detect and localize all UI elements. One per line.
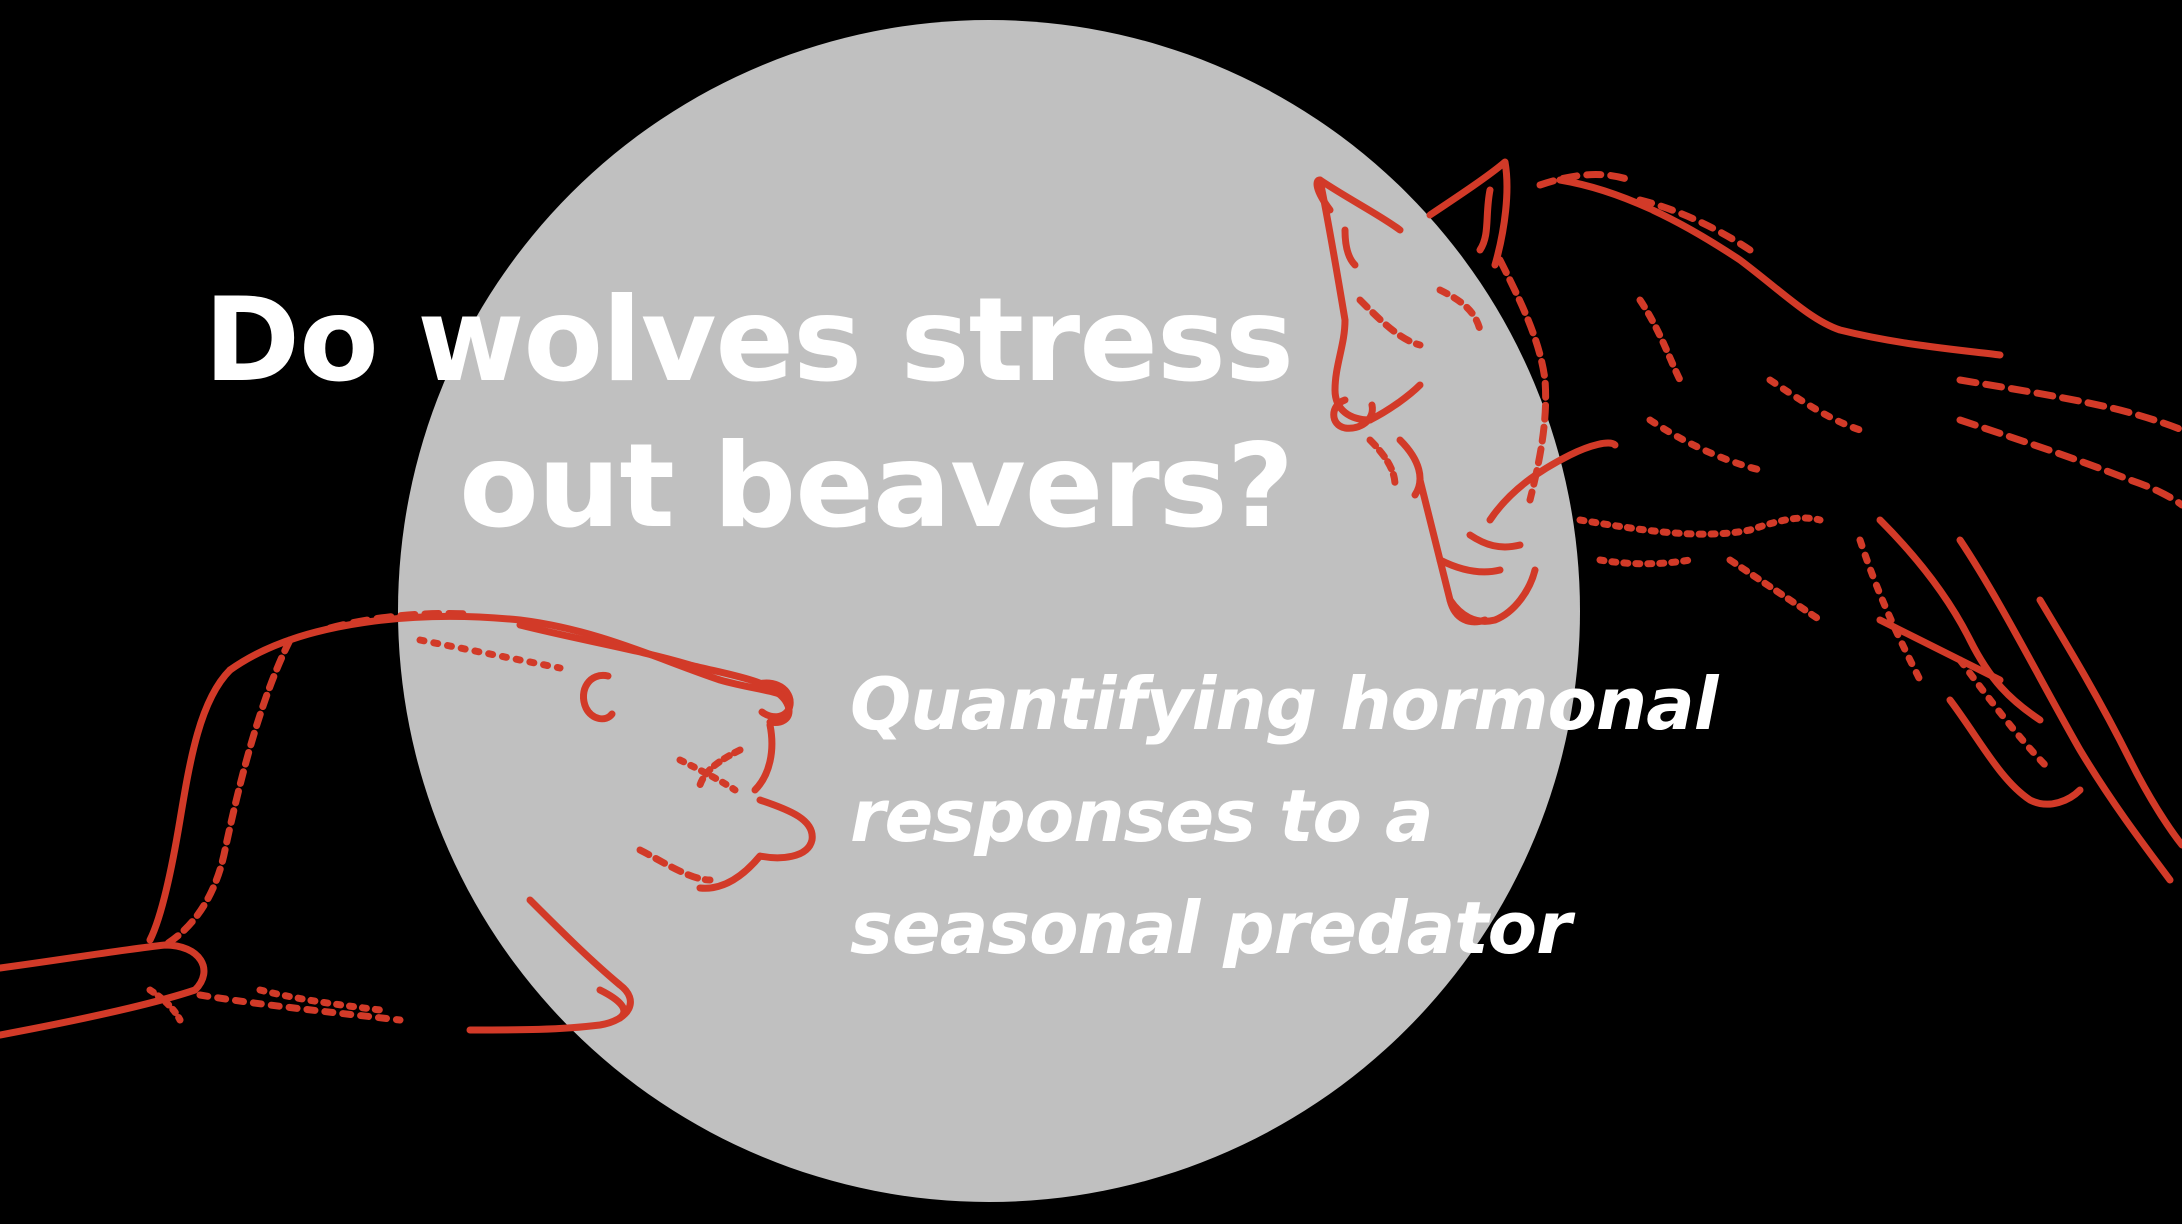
wolf-illustration (1313, 158, 2182, 884)
beaver-illustration (0, 609, 816, 1039)
slide-title-line-1: Do wolves stress (203, 273, 1294, 408)
slide-title-line-2: out beavers? (459, 419, 1294, 554)
slide-title: Do wolves stress out beavers? (203, 268, 1294, 560)
slide-subtitle-line-1: Quantifying hormonal (850, 662, 1718, 746)
slide-subtitle: Quantifying hormonal responses to a seas… (850, 648, 1718, 984)
slide-subtitle-line-3: seasonal predator (850, 886, 1572, 970)
slide-subtitle-line-2: responses to a (850, 774, 1434, 858)
